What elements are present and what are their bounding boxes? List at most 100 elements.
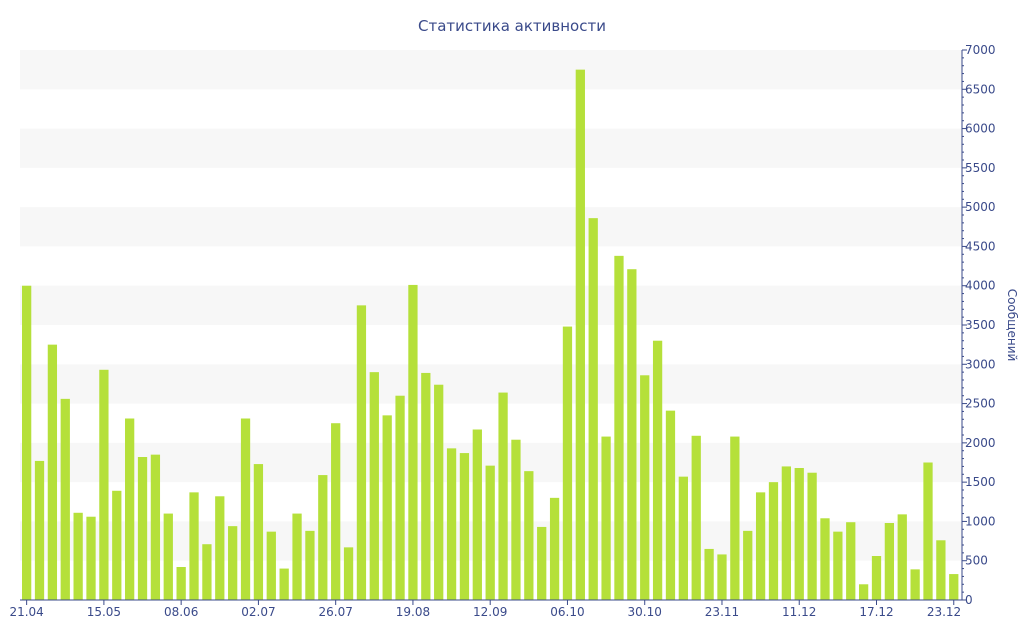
y-tick-label: 2500: [965, 397, 996, 411]
y-axis-ticks: 0 500 1000 1500 2000 2500 3000 3500 4000 4500 5000…: [962, 43, 996, 607]
y-axis-label: Сообщений: [1005, 289, 1019, 362]
grid-band: [20, 207, 962, 247]
bar: [99, 369, 109, 600]
bar: [949, 574, 959, 600]
y-tick-label: 1500: [965, 475, 996, 489]
bar: [704, 548, 714, 600]
bar: [549, 497, 560, 600]
bar: [331, 423, 341, 600]
bar: [60, 398, 70, 600]
bar: [343, 547, 354, 600]
bar: [884, 523, 895, 600]
bar: [511, 439, 521, 600]
bar: [537, 526, 547, 600]
bar: [137, 457, 148, 600]
x-tick-label: 26.07: [318, 605, 352, 619]
bar: [781, 466, 791, 600]
bar: [215, 496, 225, 600]
bar: [240, 418, 251, 600]
bar: [614, 255, 624, 600]
bar: [356, 305, 367, 600]
x-tick-label: 21.04: [9, 605, 43, 619]
x-tick-label: 06.10: [550, 605, 584, 619]
grid-band: [20, 128, 962, 168]
x-tick-label: 23.11: [705, 605, 739, 619]
bar: [627, 269, 637, 600]
bar: [588, 218, 598, 600]
background-bands: [20, 50, 962, 561]
bar: [485, 465, 495, 600]
bar: [446, 448, 457, 600]
x-tick-label: 23.12: [927, 605, 961, 619]
bar: [910, 569, 920, 600]
y-tick-label: 4000: [965, 279, 996, 293]
bar: [743, 530, 753, 600]
bar: [923, 462, 933, 600]
bar: [472, 429, 482, 600]
bar: [202, 544, 212, 600]
bar: [858, 584, 869, 600]
x-tick-label: 30.10: [628, 605, 662, 619]
y-tick-label: 6500: [965, 82, 996, 96]
bar: [459, 453, 470, 600]
x-tick-label: 15.05: [87, 605, 121, 619]
y-tick-label: 1000: [965, 514, 996, 528]
bar: [47, 344, 58, 600]
bar: [820, 518, 830, 600]
bar: [652, 340, 663, 600]
bar: [498, 392, 508, 600]
bar: [434, 384, 444, 600]
bar: [279, 568, 289, 600]
y-tick-label: 500: [965, 554, 988, 568]
grid-band: [20, 285, 962, 325]
bar: [575, 69, 585, 600]
x-tick-label: 12.09: [473, 605, 507, 619]
x-tick-label: 08.06: [164, 605, 198, 619]
grid-band: [20, 50, 962, 90]
bar: [691, 435, 701, 600]
bar: [292, 513, 302, 600]
y-tick-label: 3000: [965, 357, 996, 371]
bar: [112, 490, 122, 600]
x-tick-label: 17.12: [859, 605, 893, 619]
bar: [395, 395, 405, 600]
bar: [150, 454, 161, 600]
bar: [524, 471, 534, 600]
y-tick-label: 6000: [965, 122, 996, 136]
y-tick-label: 5500: [965, 161, 996, 175]
bar: [305, 530, 315, 600]
bar: [382, 415, 392, 600]
y-tick-label: 4500: [965, 239, 996, 253]
bar: [189, 492, 199, 600]
bar: [86, 516, 96, 600]
bar: [833, 531, 843, 600]
x-axis-ticks: 21.04 15.05 08.06 02.07 26.07 19.08 12.09 06.10…: [9, 600, 961, 619]
bar: [421, 372, 431, 600]
x-tick-label: 02.07: [241, 605, 275, 619]
bar: [369, 372, 379, 600]
bar: [266, 531, 276, 600]
bar: [846, 522, 856, 600]
bar: [678, 476, 688, 600]
bar: [253, 464, 264, 600]
bar: [73, 512, 83, 600]
x-tick-label: 19.08: [396, 605, 430, 619]
bar: [22, 285, 32, 600]
y-tick-label: 5000: [965, 200, 996, 214]
bar: [936, 540, 946, 600]
bar: [717, 554, 727, 600]
bar: [794, 468, 804, 600]
y-tick-label: 3500: [965, 318, 996, 332]
bar: [807, 472, 817, 600]
bar: [125, 418, 135, 600]
bar: [163, 513, 173, 600]
bar: [228, 526, 238, 600]
y-tick-label: 7000: [965, 43, 996, 57]
chart-title: Статистика активности: [418, 17, 606, 35]
bar: [601, 436, 611, 600]
bar: [34, 460, 45, 600]
bar: [768, 482, 779, 600]
bar: [640, 375, 650, 600]
